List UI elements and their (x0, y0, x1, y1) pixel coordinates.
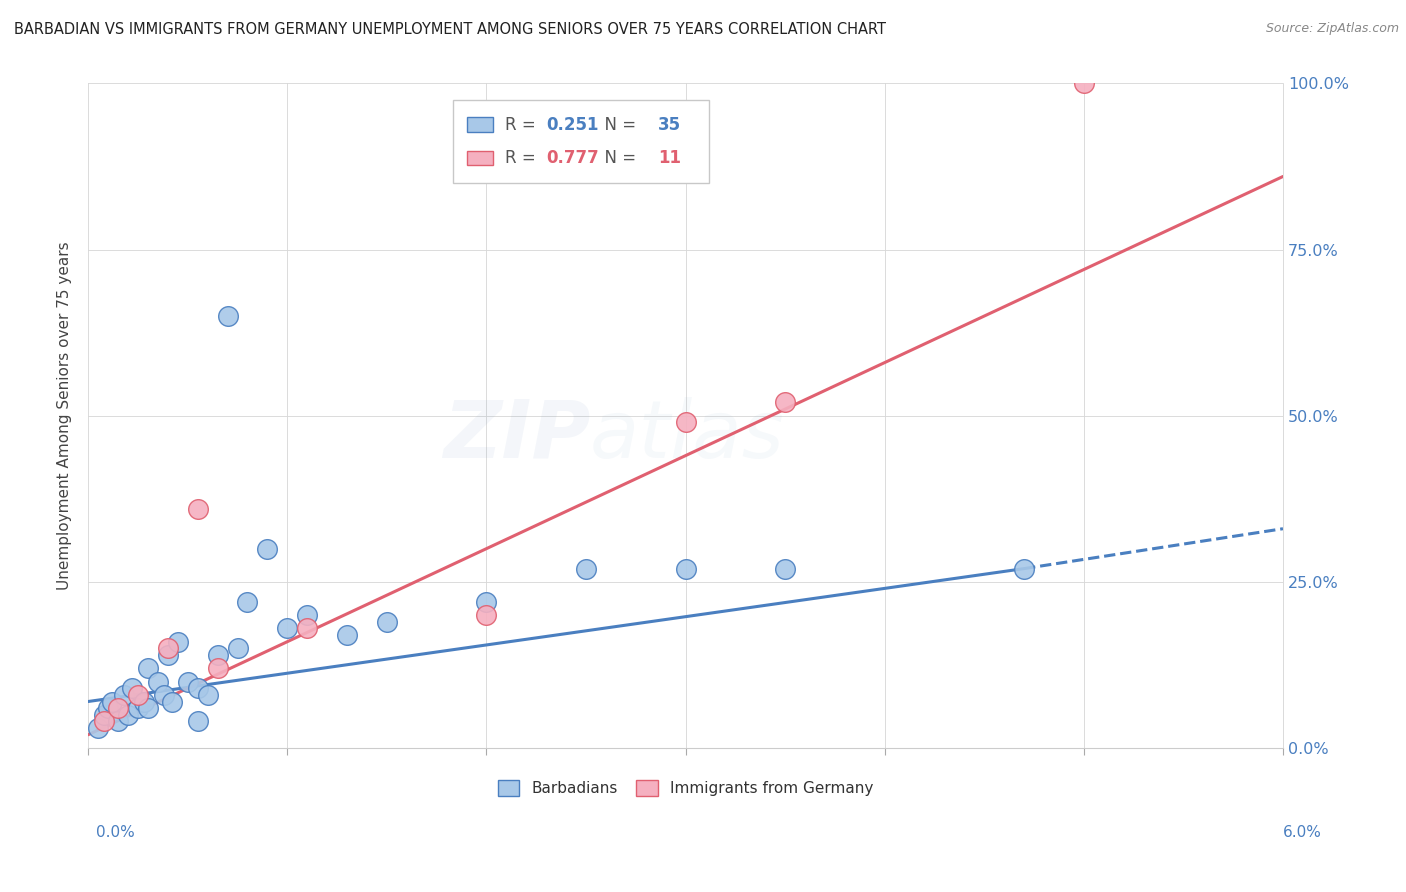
Point (156, 648, 179, 662)
Text: 6.0%: 6.0% (1282, 825, 1322, 840)
Point (87, 721, 110, 735)
Legend: Barbadians, Immigrants from Germany: Barbadians, Immigrants from Germany (491, 772, 880, 804)
Point (575, 561, 598, 575)
Point (217, 309, 239, 323)
Point (1073, 77, 1095, 91)
Point (1012, 561, 1035, 575)
Point (166, 634, 188, 648)
Point (336, 628, 359, 642)
Point (236, 595, 259, 609)
Point (773, 395, 796, 409)
Point (121, 681, 143, 696)
Point (375, 615, 398, 629)
Point (153, 688, 176, 702)
Point (276, 621, 298, 635)
FancyBboxPatch shape (467, 151, 494, 165)
Text: N =: N = (593, 149, 641, 167)
Point (675, 561, 697, 575)
Point (132, 694, 155, 708)
Point (187, 681, 209, 696)
Point (97, 701, 120, 715)
Point (127, 701, 149, 715)
Text: BARBADIAN VS IMMIGRANTS FROM GERMANY UNEMPLOYMENT AMONG SENIORS OVER 75 YEARS CO: BARBADIAN VS IMMIGRANTS FROM GERMANY UNE… (14, 22, 886, 37)
Point (773, 561, 796, 575)
Point (207, 648, 229, 662)
Point (177, 674, 200, 689)
Point (112, 688, 135, 702)
Point (117, 707, 139, 722)
Point (295, 621, 318, 635)
Text: 0.0%: 0.0% (96, 825, 135, 840)
Point (295, 608, 318, 623)
Point (226, 641, 249, 656)
Point (475, 595, 498, 609)
Point (93, 707, 115, 722)
FancyBboxPatch shape (453, 100, 710, 183)
Point (107, 701, 129, 715)
Point (187, 714, 209, 729)
Text: R =: R = (505, 116, 541, 134)
Point (156, 641, 179, 656)
Text: R =: R = (505, 149, 541, 167)
Text: 35: 35 (658, 116, 681, 134)
Point (475, 608, 498, 623)
Point (136, 661, 159, 675)
Point (101, 694, 124, 708)
Point (160, 694, 183, 708)
Point (107, 714, 129, 729)
FancyBboxPatch shape (467, 118, 494, 132)
Text: Source: ZipAtlas.com: Source: ZipAtlas.com (1265, 22, 1399, 36)
Point (675, 416, 697, 430)
Text: 11: 11 (658, 149, 681, 167)
Y-axis label: Unemployment Among Seniors over 75 years: Unemployment Among Seniors over 75 years (58, 242, 72, 590)
Text: 0.777: 0.777 (546, 149, 599, 167)
Point (146, 674, 169, 689)
Point (256, 541, 278, 556)
Text: ZIP: ZIP (443, 397, 591, 475)
Point (187, 501, 209, 516)
Text: atlas: atlas (591, 397, 785, 475)
Point (136, 701, 159, 715)
Point (127, 688, 149, 702)
Text: N =: N = (593, 116, 641, 134)
Point (93, 714, 115, 729)
Point (207, 661, 229, 675)
Point (197, 688, 219, 702)
Text: 0.251: 0.251 (546, 116, 599, 134)
